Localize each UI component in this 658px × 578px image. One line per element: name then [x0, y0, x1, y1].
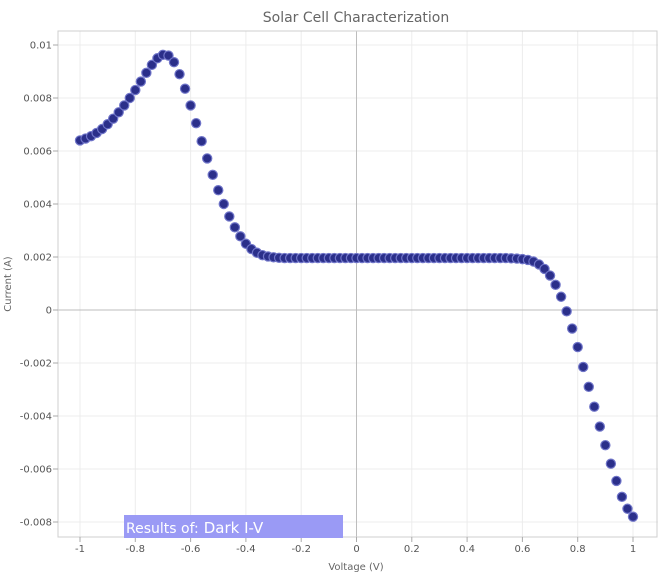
- data-points: [74, 49, 639, 522]
- x-tick-label: 0.2: [404, 544, 420, 555]
- data-point: [224, 211, 235, 222]
- data-point: [594, 421, 606, 432]
- y-tick-label: -0.008: [20, 518, 52, 529]
- y-tick-label: -0.004: [20, 412, 52, 423]
- data-point: [583, 381, 594, 393]
- y-tick-label: 0.002: [23, 253, 52, 264]
- data-point: [179, 83, 191, 94]
- y-tick-label: 0.01: [30, 41, 52, 52]
- y-tick-label: 0: [46, 306, 52, 317]
- data-point: [578, 361, 589, 373]
- data-point: [168, 57, 180, 68]
- data-point: [539, 263, 550, 275]
- data-point: [605, 458, 617, 469]
- data-point: [627, 511, 639, 522]
- data-point: [135, 76, 147, 87]
- x-tick-label: -0.8: [126, 544, 146, 555]
- results-prefix: Results of:: [126, 521, 199, 537]
- data-point: [622, 503, 633, 514]
- y-tick-label: 0.008: [23, 94, 52, 105]
- x-tick-label: 1: [630, 544, 636, 555]
- data-point: [146, 59, 158, 71]
- data-point: [124, 92, 135, 104]
- grid-lines: [58, 31, 658, 537]
- data-point: [130, 84, 141, 96]
- data-point: [600, 439, 611, 451]
- data-point: [218, 198, 229, 210]
- data-point: [201, 153, 213, 164]
- data-point: [550, 279, 561, 291]
- data-point: [235, 231, 246, 242]
- data-point: [113, 107, 124, 118]
- data-point: [213, 185, 224, 196]
- data-point: [544, 270, 556, 281]
- data-point: [163, 50, 174, 61]
- plot-frame: [57, 30, 658, 538]
- x-tick-label: 0: [353, 544, 359, 555]
- data-point: [174, 68, 185, 80]
- data-point: [616, 491, 628, 503]
- data-point: [185, 100, 196, 111]
- x-tick-label: 0.4: [459, 544, 475, 555]
- axis-ticks: -1 -0.8 -0.6 -0.4 -0.2 0 0.2 0.4 0.6 0.8 1 -0.008 -0…: [20, 41, 636, 556]
- y-axis-title: Current (A): [3, 256, 14, 311]
- chart-title: Solar Cell Characterization: [263, 10, 450, 26]
- data-point: [566, 323, 578, 334]
- x-tick-label: -0.4: [236, 544, 256, 555]
- x-tick-label: -0.6: [181, 544, 201, 555]
- data-point: [196, 135, 207, 147]
- data-point: [119, 100, 130, 111]
- x-axis-title: Voltage (V): [328, 562, 383, 573]
- results-name: Dark I-V: [204, 519, 264, 537]
- y-tick-label: 0.004: [23, 200, 52, 211]
- y-tick-label: -0.002: [20, 359, 52, 370]
- data-point: [561, 306, 572, 317]
- x-tick-label: -0.2: [291, 544, 311, 555]
- data-point: [555, 291, 567, 302]
- results-overlay-box: [124, 515, 343, 538]
- x-tick-label: 0.6: [514, 544, 530, 555]
- data-point: [141, 67, 152, 79]
- data-point: [611, 475, 622, 487]
- results-overlay-label: Results of: Dark I-V: [126, 519, 264, 537]
- x-tick-label: -1: [75, 544, 85, 555]
- data-point: [589, 401, 600, 412]
- x-tick-label: 0.8: [570, 544, 586, 555]
- zero-axis-lines: [58, 31, 658, 537]
- data-point: [207, 169, 218, 181]
- data-point: [190, 117, 202, 129]
- y-tick-label: -0.006: [20, 465, 52, 476]
- data-point: [229, 222, 241, 233]
- data-point: [572, 341, 583, 353]
- y-tick-label: 0.006: [23, 147, 52, 158]
